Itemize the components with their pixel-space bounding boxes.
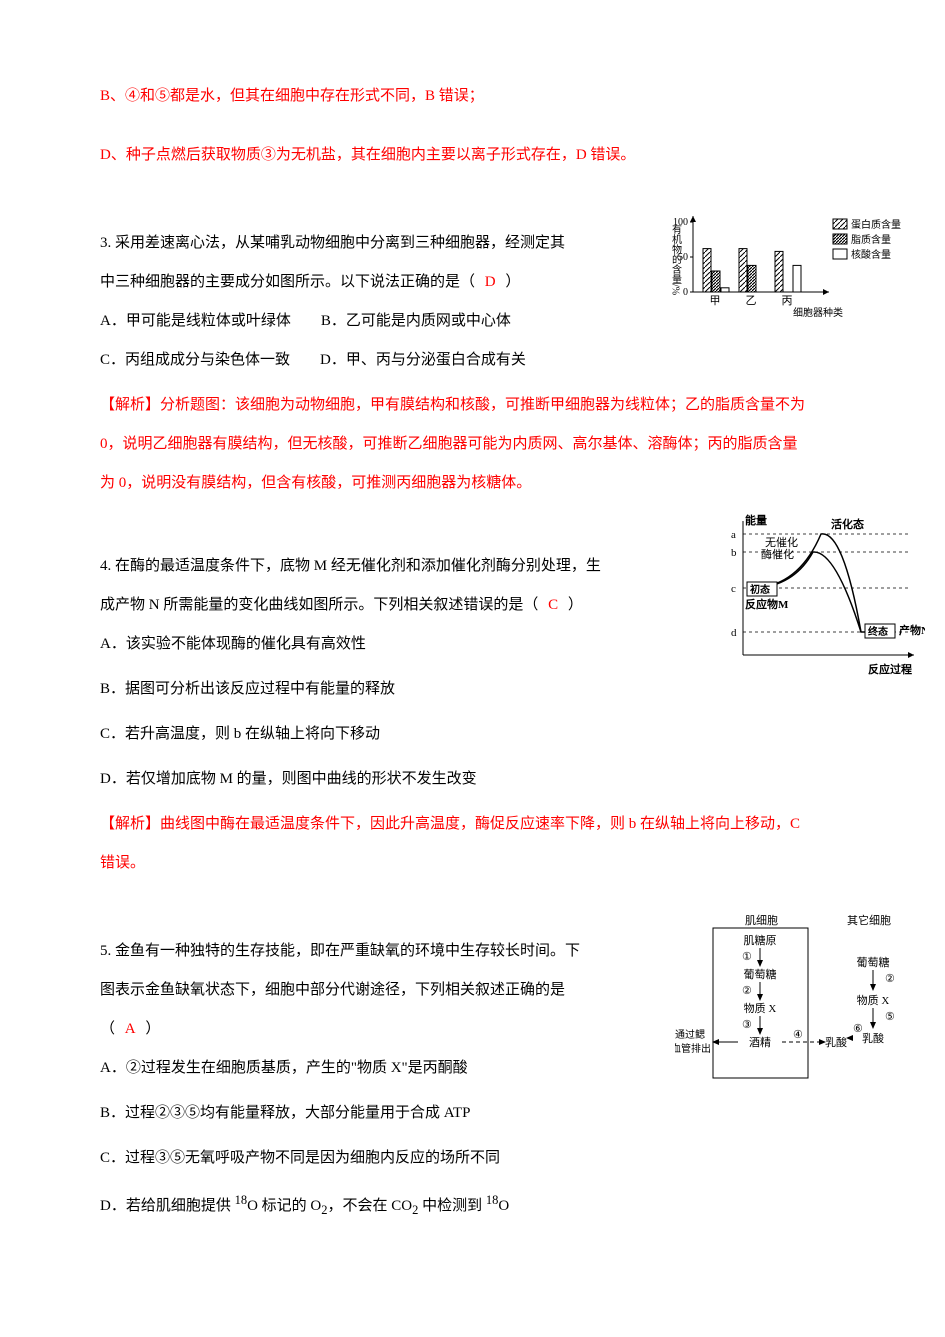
q5-option-d: D．若给肌细胞提供 18O 标记的 O2，不会在 CO2 中检测到 18O xyxy=(100,1187,845,1225)
q5-stem1: 金鱼有一种独特的生存技能，即在严重缺氧的环境中生存较长时间。下 xyxy=(115,943,580,959)
spacer xyxy=(100,119,845,139)
q5-optd-mid3: 中检测到 xyxy=(418,1198,486,1214)
q3-options-cd: C．丙组成成分与染色体一致 D．甲、丙与分泌蛋白合成有关 xyxy=(100,344,845,377)
q3-chart: 050100有机物的含量/%甲乙丙细胞器种类蛋白质含量脂质含量核酸含量 xyxy=(665,207,925,317)
q3-exp1: 分析题图：该细胞为动物细胞，甲有膜结构和核酸，可推断甲细胞器为线粒体；乙的脂质含… xyxy=(160,397,805,413)
svg-text:酶催化: 酶催化 xyxy=(761,547,794,561)
svg-text:通过鳃: 通过鳃 xyxy=(675,1028,705,1041)
svg-text:乳酸: 乳酸 xyxy=(825,1035,847,1049)
svg-text:产物N: 产物N xyxy=(899,623,925,637)
svg-text:脂质含量: 脂质含量 xyxy=(851,233,891,246)
svg-text:0: 0 xyxy=(683,287,688,298)
q3-exp-label: 【解析】 xyxy=(100,397,160,413)
svg-text:肌细胞: 肌细胞 xyxy=(745,914,778,927)
q3-stem3: ） xyxy=(505,274,520,290)
q5-diagram: 肌细胞其它细胞肌糖原①葡萄糖②物质 X③酒精葡萄糖②物质 X⑤乳酸④乳酸⑥通过鳃… xyxy=(675,910,925,1085)
svg-text:血管排出: 血管排出 xyxy=(675,1042,711,1055)
q3-number: 3. xyxy=(100,235,111,251)
svg-text:甲: 甲 xyxy=(710,295,721,307)
svg-text:丙: 丙 xyxy=(782,295,793,307)
svg-text:反应物M: 反应物M xyxy=(745,597,789,611)
q5-answer: A xyxy=(119,1021,142,1037)
svg-text:⑥: ⑥ xyxy=(853,1023,863,1035)
svg-text:能量: 能量 xyxy=(745,513,767,527)
q5-option-c: C．过程③⑤无氧呼吸产物不同是因为细胞内反应的场所不同 xyxy=(100,1142,845,1175)
q5-stem4: ） xyxy=(145,1021,160,1037)
svg-text:c: c xyxy=(731,583,736,595)
q5-optd-mid2: ，不会在 CO xyxy=(328,1198,413,1214)
q4-exp1: 曲线图中酶在最适温度条件下，因此升高温度，酶促反应速率下降，则 b 在纵轴上将向… xyxy=(160,816,800,832)
q5-option-b: B．过程②③⑤均有能量释放，大部分能量用于合成 ATP xyxy=(100,1097,845,1130)
q3-answer: D xyxy=(479,274,502,290)
svg-text:物质 X: 物质 X xyxy=(857,993,890,1007)
q4-option-c: C．若升高温度，则 b 在纵轴上将向下移动 xyxy=(100,718,845,751)
q5-optd-pre: D．若给肌细胞提供 xyxy=(100,1198,235,1214)
svg-text:有机物的含量/%: 有机物的含量/% xyxy=(670,223,682,295)
q4-stem1: 在酶的最适温度条件下，底物 M 经无催化剂和添加催化剂酶分别处理，生 xyxy=(115,558,601,574)
svg-text:反应过程: 反应过程 xyxy=(868,662,912,676)
svg-text:②: ② xyxy=(885,973,895,985)
q5-optd-sup1: 18 xyxy=(235,1193,248,1207)
svg-text:②: ② xyxy=(742,985,752,997)
q3-stem1: 采用差速离心法，从某哺乳动物细胞中分离到三种细胞器，经测定其 xyxy=(115,235,565,251)
svg-text:④: ④ xyxy=(793,1029,803,1041)
svg-text:其它细胞: 其它细胞 xyxy=(847,913,891,927)
svg-text:葡萄糖: 葡萄糖 xyxy=(744,967,777,981)
q5-optd-mid1: O 标记的 O xyxy=(247,1198,321,1214)
q4-exp-label: 【解析】 xyxy=(100,816,160,832)
svg-text:b: b xyxy=(731,547,737,559)
svg-text:a: a xyxy=(731,529,736,541)
q4-explanation-2: 错误。 xyxy=(100,847,845,880)
q4-explanation-1: 【解析】曲线图中酶在最适温度条件下，因此升高温度，酶促反应速率下降，则 b 在纵… xyxy=(100,808,845,841)
svg-text:乳酸: 乳酸 xyxy=(862,1031,884,1045)
question-3: 050100有机物的含量/%甲乙丙细胞器种类蛋白质含量脂质含量核酸含量 3. 采… xyxy=(100,227,845,500)
q5-optd-sup2: 18 xyxy=(486,1193,499,1207)
svg-text:初态: 初态 xyxy=(750,583,770,596)
q4-option-d: D．若仅增加底物 M 的量，则图中曲线的形状不发生改变 xyxy=(100,763,845,796)
q3-stem2: 中三种细胞器的主要成分如图所示。以下说法正确的是（ xyxy=(100,274,475,290)
svg-text:细胞器种类: 细胞器种类 xyxy=(793,306,843,317)
svg-text:核酸含量: 核酸含量 xyxy=(851,248,891,261)
svg-text:终态: 终态 xyxy=(868,625,888,638)
svg-text:酒精: 酒精 xyxy=(749,1036,771,1049)
svg-text:①: ① xyxy=(742,951,752,963)
q3-explanation-1: 【解析】分析题图：该细胞为动物细胞，甲有膜结构和核酸，可推断甲细胞器为线粒体；乙… xyxy=(100,389,845,422)
svg-text:无催化: 无催化 xyxy=(765,535,798,549)
question-4: 能量反应过程abcd活化态无催化酶催化初态反应物M终态产物N 4. 在酶的最适温… xyxy=(100,550,845,880)
q3-explanation-3: 为 0，说明没有膜结构，但含有核酸，可推测丙细胞器为核糖体。 xyxy=(100,467,845,500)
q4-answer: C xyxy=(542,597,564,613)
svg-text:③: ③ xyxy=(742,1019,752,1031)
q5-stem3: （ xyxy=(100,1021,115,1037)
svg-text:活化态: 活化态 xyxy=(831,517,864,531)
q4-diagram: 能量反应过程 ab c d 活化态无催化酶催化初态反应物M 终态产物N xyxy=(715,510,925,680)
question-5: 肌细胞其它细胞肌糖原①葡萄糖②物质 X③酒精葡萄糖②物质 X⑤乳酸④乳酸⑥通过鳃… xyxy=(100,935,845,1225)
q4-number: 4. xyxy=(100,558,111,574)
svg-text:葡萄糖: 葡萄糖 xyxy=(857,955,890,969)
svg-text:⑤: ⑤ xyxy=(885,1011,895,1023)
q4-stem3: ） xyxy=(568,597,583,613)
svg-text:物质 X: 物质 X xyxy=(744,1001,777,1015)
svg-text:肌糖原: 肌糖原 xyxy=(744,933,777,947)
svg-text:蛋白质含量: 蛋白质含量 xyxy=(851,218,901,231)
q5-optd-end: O xyxy=(498,1198,509,1214)
q5-number: 5. xyxy=(100,943,111,959)
q4-stem2: 成产物 N 所需能量的变化曲线如图所示。下列相关叙述错误的是（ xyxy=(100,597,538,613)
q3-explanation-2: 0，说明乙细胞器有膜结构，但无核酸，可推断乙细胞器可能为内质网、高尔基体、溶酶体… xyxy=(100,428,845,461)
svg-text:d: d xyxy=(731,627,737,639)
intro-line-b: B、④和⑤都是水，但其在细胞中存在形式不同，B 错误； xyxy=(100,80,845,113)
intro-line-d: D、种子点燃后获取物质③为无机盐，其在细胞内主要以离子形式存在，D 错误。 xyxy=(100,139,845,172)
svg-text:乙: 乙 xyxy=(746,294,757,307)
